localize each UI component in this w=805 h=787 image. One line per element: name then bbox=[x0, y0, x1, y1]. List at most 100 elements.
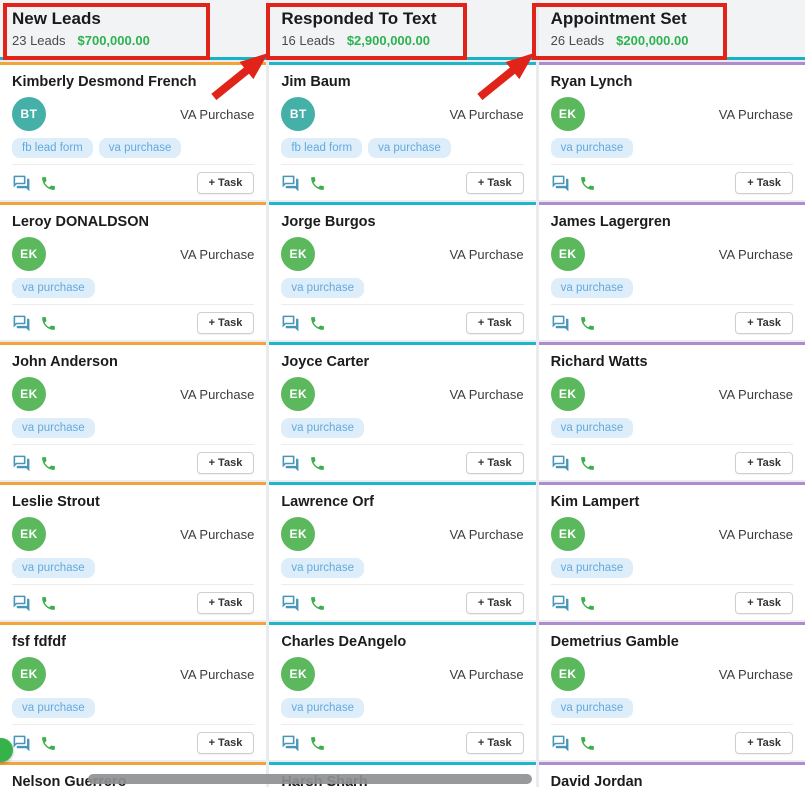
add-task-button[interactable]: + Task bbox=[735, 312, 793, 334]
chat-bubbles-icon[interactable] bbox=[281, 594, 300, 613]
card-footer: + Task bbox=[281, 724, 524, 755]
chat-bubbles-icon[interactable] bbox=[12, 314, 31, 333]
phone-icon[interactable] bbox=[579, 595, 596, 612]
column-card-list: Jim Baum BT VA Purchase fb lead form va p… bbox=[269, 62, 536, 787]
lead-name: Ryan Lynch bbox=[550, 74, 633, 90]
lead-card[interactable]: Demetrius Gamble EK VA Purchase va purch… bbox=[538, 622, 805, 760]
add-task-button[interactable]: + Task bbox=[196, 172, 255, 194]
phone-icon[interactable] bbox=[40, 315, 57, 332]
lead-card[interactable]: Ryan Lynch EK VA Purchase va purchase + … bbox=[538, 62, 805, 200]
lead-type-label: VA Purchase bbox=[180, 526, 255, 542]
avatar: EK bbox=[550, 517, 585, 551]
phone-icon[interactable] bbox=[309, 455, 326, 472]
lead-card[interactable]: James Lagergren EK VA Purchase va purcha… bbox=[538, 202, 805, 340]
card-footer: + Task bbox=[281, 164, 524, 195]
phone-icon[interactable] bbox=[309, 175, 326, 192]
lead-name: Leroy DONALDSON bbox=[12, 214, 149, 230]
horizontal-scrollbar[interactable] bbox=[88, 774, 532, 784]
add-task-button[interactable]: + Task bbox=[735, 452, 793, 474]
lead-type-label: VA Purchase bbox=[449, 386, 524, 402]
lead-name: Joyce Carter bbox=[281, 354, 370, 370]
add-task-button[interactable]: + Task bbox=[735, 172, 793, 194]
avatar: EK bbox=[281, 657, 316, 691]
lead-tags: va purchase bbox=[12, 278, 254, 298]
lead-tag: fb lead form bbox=[281, 138, 363, 158]
phone-icon[interactable] bbox=[40, 735, 57, 752]
chat-widget-button[interactable] bbox=[0, 738, 13, 762]
footer-icons bbox=[12, 454, 57, 473]
lead-card[interactable]: Jorge Burgos EK VA Purchase va purchase … bbox=[269, 202, 536, 340]
column-header: Responded To Text 16 Leads $2,900,000.00 bbox=[269, 0, 536, 60]
phone-icon[interactable] bbox=[309, 315, 326, 332]
lead-card[interactable]: Leslie Strout EK VA Purchase va purchase… bbox=[0, 482, 267, 620]
add-task-button[interactable]: + Task bbox=[465, 172, 524, 194]
chat-bubbles-icon[interactable] bbox=[551, 174, 570, 193]
phone-icon[interactable] bbox=[40, 595, 57, 612]
lead-type-label: VA Purchase bbox=[180, 246, 255, 262]
lead-tag: va purchase bbox=[281, 418, 364, 438]
lead-tag: va purchase bbox=[98, 138, 182, 158]
chat-bubbles-icon[interactable] bbox=[551, 314, 570, 333]
add-task-button[interactable]: + Task bbox=[465, 732, 524, 754]
lead-name: Kim Lampert bbox=[550, 494, 640, 510]
lead-card[interactable]: Charles DeAngelo EK VA Purchase va purch… bbox=[269, 622, 536, 760]
card-footer: + Task bbox=[12, 444, 255, 475]
chat-bubbles-icon[interactable] bbox=[12, 734, 31, 753]
add-task-button[interactable]: + Task bbox=[465, 592, 524, 614]
chat-bubbles-icon[interactable] bbox=[12, 454, 31, 473]
phone-icon[interactable] bbox=[40, 175, 57, 192]
lead-row: EK VA Purchase bbox=[281, 377, 524, 411]
card-footer: + Task bbox=[550, 584, 793, 615]
lead-tags: va purchase bbox=[550, 558, 793, 578]
phone-icon[interactable] bbox=[309, 595, 326, 612]
add-task-button[interactable]: + Task bbox=[465, 312, 524, 334]
phone-icon[interactable] bbox=[579, 455, 596, 472]
chat-bubbles-icon[interactable] bbox=[281, 314, 300, 333]
phone-icon[interactable] bbox=[579, 175, 596, 192]
add-task-button[interactable]: + Task bbox=[196, 592, 255, 614]
chat-bubbles-icon[interactable] bbox=[281, 734, 300, 753]
lead-tag: va purchase bbox=[12, 558, 95, 578]
lead-card[interactable]: Kimberly Desmond French BT VA Purchase f… bbox=[0, 62, 267, 200]
chat-bubbles-icon[interactable] bbox=[12, 174, 31, 193]
lead-card[interactable]: Leroy DONALDSON EK VA Purchase va purcha… bbox=[0, 202, 267, 340]
lead-type-label: VA Purchase bbox=[449, 106, 524, 122]
phone-icon[interactable] bbox=[579, 735, 596, 752]
lead-type-label: VA Purchase bbox=[718, 386, 793, 402]
lead-tags: va purchase bbox=[281, 278, 523, 298]
lead-type-label: VA Purchase bbox=[180, 666, 255, 682]
chat-bubbles-icon[interactable] bbox=[551, 734, 570, 753]
footer-icons bbox=[551, 174, 596, 193]
lead-card[interactable]: Joyce Carter EK VA Purchase va purchase … bbox=[269, 342, 536, 480]
lead-card[interactable]: Lawrence Orf EK VA Purchase va purchase … bbox=[269, 482, 536, 620]
add-task-button[interactable]: + Task bbox=[196, 452, 255, 474]
add-task-button[interactable]: + Task bbox=[735, 732, 793, 754]
lead-card[interactable]: John Anderson EK VA Purchase va purchase… bbox=[0, 342, 267, 480]
lead-name: Jorge Burgos bbox=[281, 214, 376, 230]
add-task-button[interactable]: + Task bbox=[196, 312, 255, 334]
footer-icons bbox=[551, 454, 596, 473]
avatar: EK bbox=[550, 377, 585, 411]
add-task-button[interactable]: + Task bbox=[465, 452, 524, 474]
footer-icons bbox=[281, 734, 326, 753]
chat-bubbles-icon[interactable] bbox=[281, 174, 300, 193]
lead-card[interactable]: fsf fdfdf EK VA Purchase va purchase + T… bbox=[0, 622, 267, 760]
pipeline-column: New Leads 23 Leads $700,000.00 Kimberly … bbox=[0, 0, 267, 787]
lead-card[interactable]: David Jordan EK VA Purchase + Task bbox=[538, 762, 805, 787]
phone-icon[interactable] bbox=[309, 735, 326, 752]
lead-card[interactable]: Jim Baum BT VA Purchase fb lead form va p… bbox=[269, 62, 536, 200]
lead-name: David Jordan bbox=[550, 774, 643, 787]
avatar: EK bbox=[281, 517, 316, 551]
chat-bubbles-icon[interactable] bbox=[12, 594, 31, 613]
lead-card[interactable]: Kim Lampert EK VA Purchase va purchase +… bbox=[538, 482, 805, 620]
phone-icon[interactable] bbox=[579, 315, 596, 332]
chat-bubbles-icon[interactable] bbox=[551, 594, 570, 613]
card-footer: + Task bbox=[12, 724, 255, 755]
phone-icon[interactable] bbox=[40, 455, 57, 472]
add-task-button[interactable]: + Task bbox=[196, 732, 255, 754]
footer-icons bbox=[281, 174, 326, 193]
lead-card[interactable]: Richard Watts EK VA Purchase va purchase… bbox=[538, 342, 805, 480]
chat-bubbles-icon[interactable] bbox=[551, 454, 570, 473]
add-task-button[interactable]: + Task bbox=[735, 592, 793, 614]
chat-bubbles-icon[interactable] bbox=[281, 454, 300, 473]
